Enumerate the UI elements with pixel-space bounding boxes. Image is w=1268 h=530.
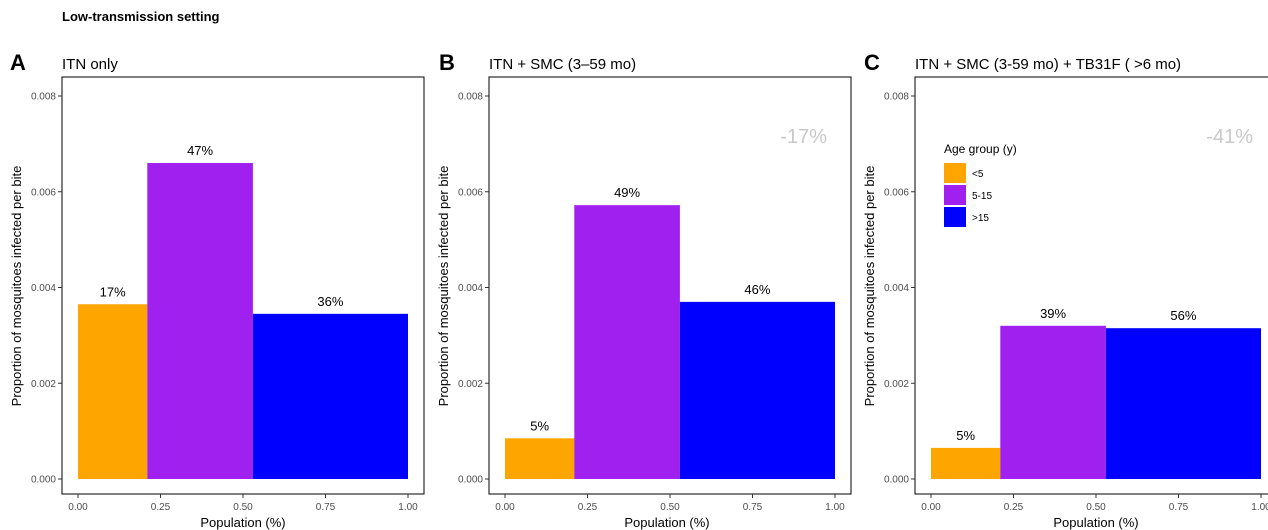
panel-title: ITN + SMC (3-59 mo) + TB31F ( >6 mo)	[915, 56, 1181, 73]
legend-label-over15: >15	[972, 213, 989, 224]
x-tick-label: 0.00	[921, 502, 941, 513]
y-tick-label: 0.000	[884, 475, 909, 486]
y-tick-label: 0.002	[884, 379, 909, 390]
panel-title: ITN only	[62, 56, 118, 73]
y-axis-label: Proportion of mosquitoes infected per bi…	[9, 166, 24, 407]
y-tick-label: 0.004	[458, 283, 483, 294]
legend-swatch-5-15	[944, 185, 966, 205]
x-tick-label: 0.25	[151, 502, 171, 513]
x-tick-label: 1.00	[825, 502, 845, 513]
panel-c: C ITN + SMC (3-59 mo) + TB31F ( >6 mo) 5…	[862, 50, 1268, 530]
legend-swatch-under5	[944, 163, 966, 183]
y-tick-label: 0.006	[884, 187, 909, 198]
legend-swatch-over15	[944, 207, 966, 227]
legend-title: Age group (y)	[944, 142, 1017, 156]
y-axis: 0.000 0.002 0.004 0.006 0.008	[458, 92, 489, 486]
x-axis: 0.00 0.25 0.50 0.75 1.00	[921, 494, 1268, 513]
bar-value-label: 5%	[956, 428, 975, 443]
bar-0	[505, 438, 575, 479]
y-axis-label: Proportion of mosquitoes infected per bi…	[862, 166, 877, 407]
reduction-label: -17%	[780, 126, 827, 148]
bar-value-label: 49%	[614, 185, 640, 200]
x-tick-label: 0.50	[1086, 502, 1106, 513]
bar-1	[574, 205, 680, 479]
bar-1	[1000, 325, 1106, 479]
x-tick-label: 0.75	[743, 502, 763, 513]
bar-value-label: 17%	[100, 284, 126, 299]
y-tick-label: 0.006	[458, 187, 483, 198]
bar-0	[78, 304, 148, 479]
bar-2	[679, 301, 835, 479]
x-tick-label: 0.75	[1169, 502, 1189, 513]
panel-label: C	[864, 50, 880, 75]
y-tick-label: 0.000	[458, 475, 483, 486]
panel-title: ITN + SMC (3–59 mo)	[489, 56, 636, 73]
x-axis: 0.00 0.25 0.50 0.75 1.00	[495, 494, 845, 513]
x-axis-label: Population (%)	[200, 515, 285, 530]
x-tick-label: 0.50	[233, 502, 253, 513]
y-tick-label: 0.004	[31, 283, 56, 294]
bar-value-label: 56%	[1170, 308, 1196, 323]
x-tick-label: 1.00	[1251, 502, 1268, 513]
y-tick-label: 0.004	[884, 283, 909, 294]
bar-series: 5% 39% 56%	[931, 306, 1261, 479]
bar-value-label: 46%	[744, 282, 770, 297]
y-tick-label: 0.002	[31, 379, 56, 390]
x-tick-label: 0.00	[68, 502, 88, 513]
bar-0	[931, 447, 1001, 479]
panel-a: A ITN only 17%47%36% 0.0000.0020.0040.00…	[9, 50, 425, 530]
panel-b: B ITN + SMC (3–59 mo) 5%49%46% 0.0000.00…	[436, 50, 852, 530]
bar-2	[1105, 328, 1261, 479]
reduction-label: -41%	[1206, 126, 1253, 148]
y-tick-label: 0.008	[884, 92, 909, 103]
y-tick-label: 0.002	[458, 379, 483, 390]
x-tick-label: 1.00	[398, 502, 418, 513]
x-axis-label: Population (%)	[624, 515, 709, 530]
bar-value-label: 5%	[530, 418, 549, 433]
x-axis: 0.00 0.25 0.50 0.75 1.00	[68, 494, 418, 513]
legend-label-under5: <5	[972, 169, 984, 180]
panel-label: B	[439, 50, 455, 75]
x-tick-label: 0.50	[660, 502, 680, 513]
x-axis-label: Population (%)	[1053, 515, 1138, 530]
y-axis: 0.000 0.002 0.004 0.006 0.008	[884, 92, 915, 486]
bar-series: 17% 47% 36%	[78, 143, 408, 479]
y-axis: 0.000 0.002 0.004 0.006 0.008	[31, 92, 62, 486]
panel-label: A	[10, 50, 26, 75]
bar-2	[252, 313, 408, 479]
x-tick-label: 0.25	[578, 502, 598, 513]
x-tick-label: 0.00	[495, 502, 515, 513]
bar-value-label: 39%	[1040, 306, 1066, 321]
x-tick-label: 0.75	[316, 502, 336, 513]
y-axis-label: Proportion of mosquitoes infected per bi…	[436, 166, 451, 407]
x-tick-label: 0.25	[1004, 502, 1024, 513]
bar-value-label: 36%	[317, 294, 343, 309]
legend-label-5-15: 5-15	[972, 191, 992, 202]
y-tick-label: 0.006	[31, 187, 56, 198]
bar-series: 5% 49% 46%	[505, 185, 835, 479]
bar-value-label: 47%	[187, 143, 213, 158]
y-tick-label: 0.000	[31, 475, 56, 486]
bar-1	[147, 163, 253, 479]
legend: Age group (y) <5 5-15 >15	[944, 142, 1017, 227]
y-tick-label: 0.008	[458, 92, 483, 103]
y-tick-label: 0.008	[31, 92, 56, 103]
figure-title: Low-transmission setting	[62, 9, 220, 24]
